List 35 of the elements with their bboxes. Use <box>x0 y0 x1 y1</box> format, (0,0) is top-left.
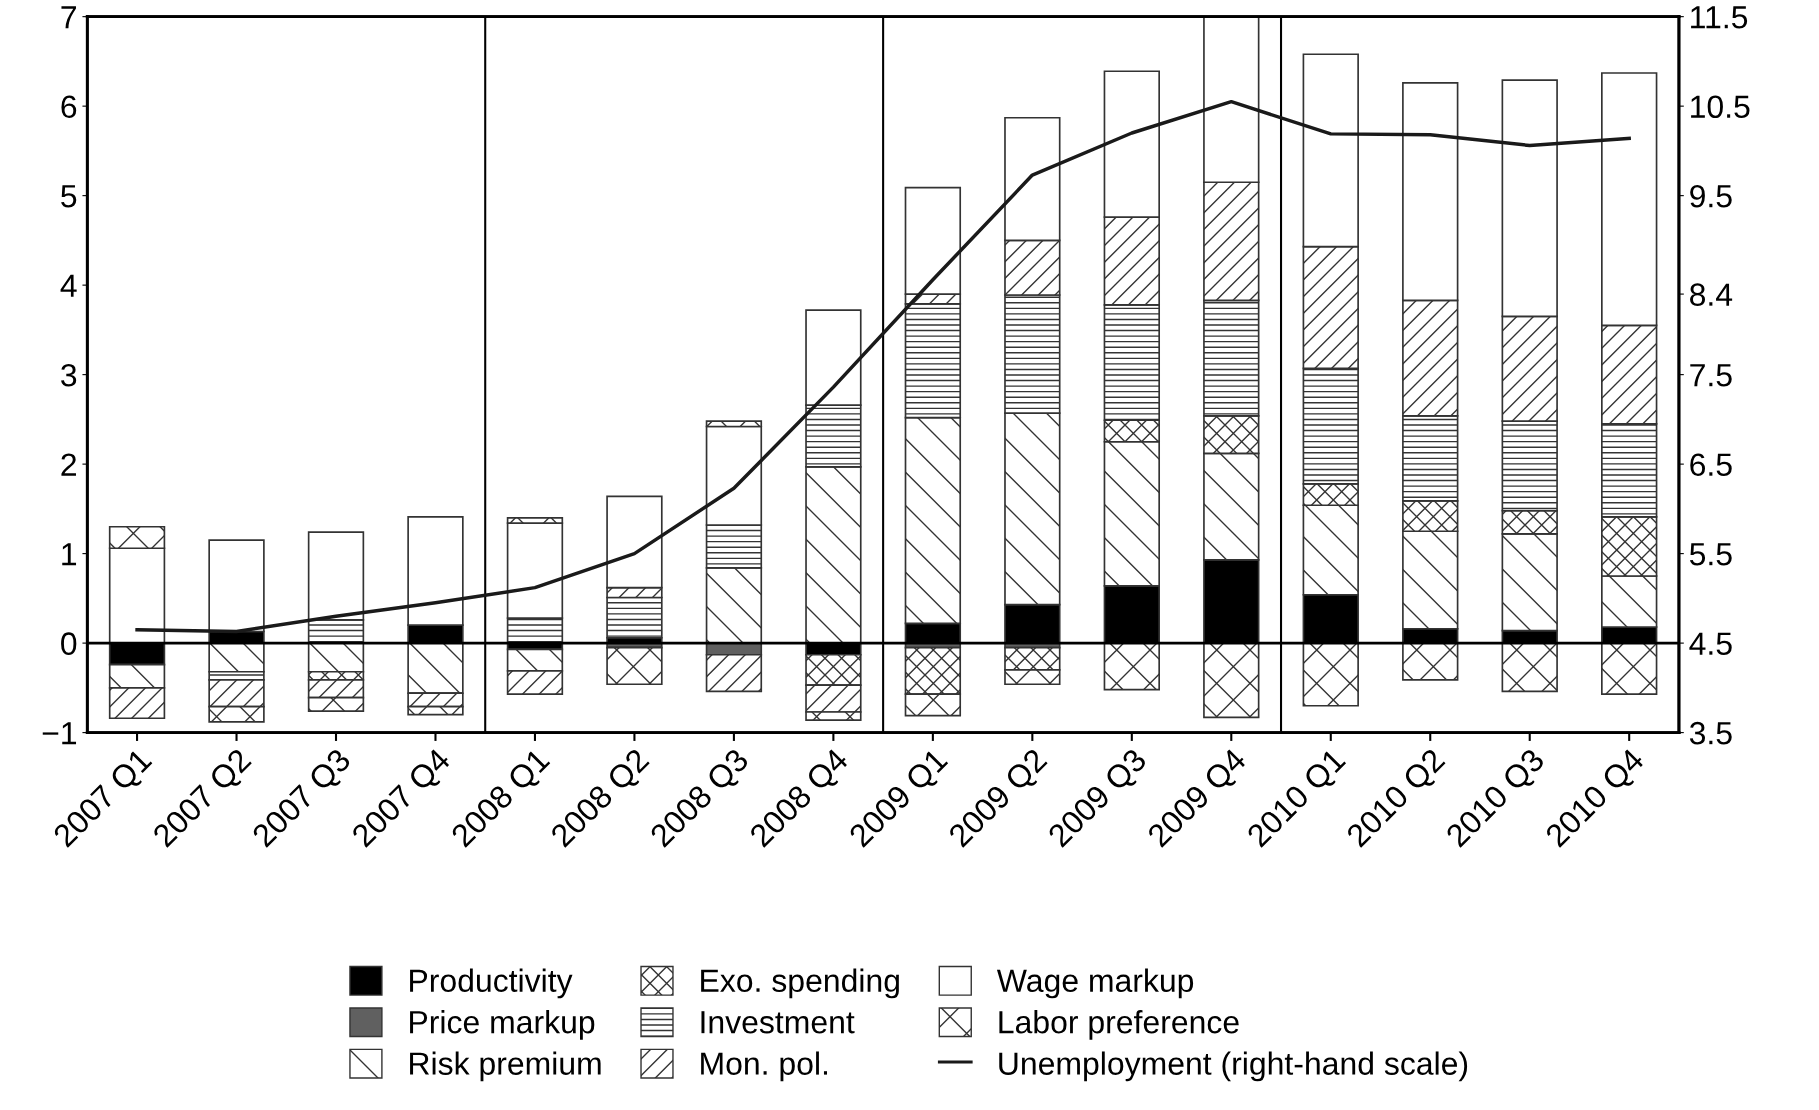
bar <box>1103 642 1161 691</box>
legend-label: Productivity <box>410 968 573 999</box>
legend-label: Price markup <box>410 1010 595 1040</box>
y-tick-label: 1 <box>62 543 77 566</box>
legend-label: Investment <box>701 1011 855 1034</box>
legend-label: Mon. pol. <box>701 1051 827 1082</box>
legend-label: Wage markup <box>996 968 1194 999</box>
bar <box>1601 642 1658 695</box>
bar <box>606 646 663 686</box>
legend-label: Exo. spending <box>701 968 899 999</box>
y2-tick-label: 7.5 <box>1690 364 1732 387</box>
y-tick-label: 0 <box>61 632 77 655</box>
legend-label: Risk premium <box>410 1051 601 1082</box>
y2-tick-label: 5.5 <box>1689 543 1732 566</box>
y2-tick-label: 3.5 <box>1689 721 1732 745</box>
y2-tick-label: 10.5 <box>1691 95 1750 119</box>
y-tick-label: 3 <box>61 363 77 387</box>
y-tick-label: 4 <box>60 274 77 297</box>
line-series <box>135 99 1631 634</box>
y2-tick-label: 11.5 <box>1691 6 1748 29</box>
legend-label: Labor preference <box>999 1010 1239 1040</box>
y-tick-label: 5 <box>61 185 77 208</box>
legend-label: Unemployment (right-hand scale) <box>999 1051 1468 1082</box>
y2-tick-label: 9.5 <box>1690 184 1732 208</box>
bar <box>1203 642 1260 719</box>
y-tick-label: 2 <box>61 453 76 476</box>
y-tick-label: −1 <box>42 722 77 745</box>
bar <box>1501 642 1558 693</box>
y2-tick-label: 8.4 <box>1690 283 1733 306</box>
bar <box>1402 642 1459 681</box>
y2-tick-label: 4.5 <box>1689 632 1732 655</box>
y-tick-label: 7 <box>61 6 76 29</box>
bar <box>1302 642 1359 707</box>
y2-tick-label: 6.5 <box>1690 453 1732 477</box>
y-tick-label: 6 <box>61 95 77 119</box>
